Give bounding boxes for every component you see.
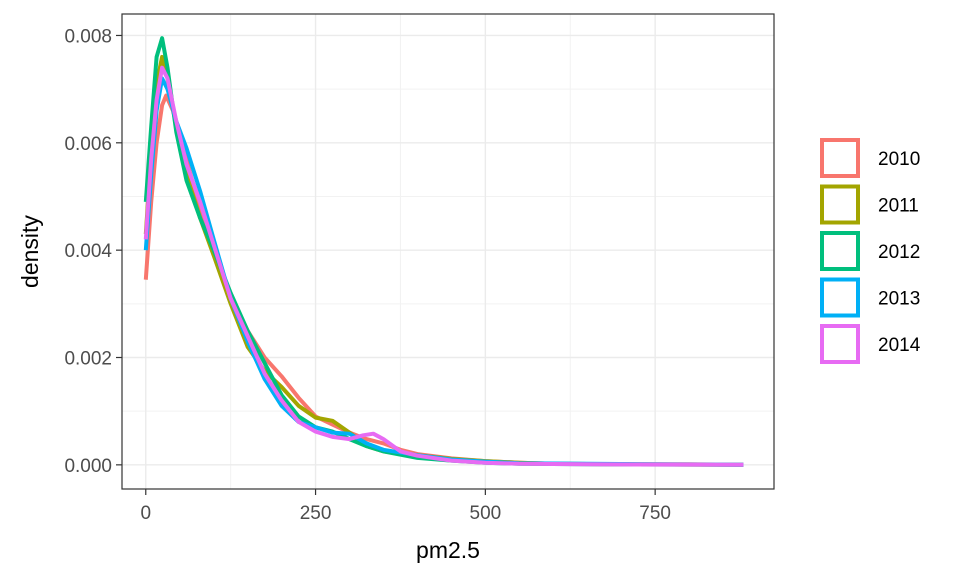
x-tick-label: 750 [639,503,671,524]
grid-lines [122,14,774,489]
legend-label-2011: 2011 [878,196,919,217]
y-tick-label: 0.000 [64,456,112,477]
series-line-2013 [143,76,744,467]
legend-label-2012: 2012 [878,242,920,263]
series-line-2011 [143,54,744,467]
series-lines [143,36,744,467]
axes: 0 250 500 750 0.000 0.002 0.004 0.006 0.008 [64,26,671,524]
legend-label-2013: 2013 [878,289,920,310]
y-axis-title: density [17,215,43,288]
legend-key-2013 [820,277,860,318]
series-line-2012 [143,36,744,467]
legend-key-2010 [820,138,860,178]
legend-key-2014 [820,324,860,364]
panel-border [121,13,775,490]
legend-label-2014: 2014 [878,335,921,356]
y-tick-label: 0.006 [64,134,112,155]
x-tick-label: 500 [470,503,502,524]
y-tick-label: 0.004 [64,241,112,262]
series-line-2014 [143,65,744,467]
legend: 2010 2011 2012 2013 2014 [820,138,921,364]
legend-key-2011 [820,184,860,225]
x-tick-label: 250 [300,503,332,524]
legend-key-2012 [820,231,860,271]
x-tick-label: 0 [140,503,151,524]
x-axis-title: pm2.5 [416,537,480,563]
y-tick-label: 0.008 [64,26,112,47]
y-tick-label: 0.002 [64,349,112,370]
series-line-2010 [143,93,744,467]
legend-label-2010: 2010 [878,149,920,170]
